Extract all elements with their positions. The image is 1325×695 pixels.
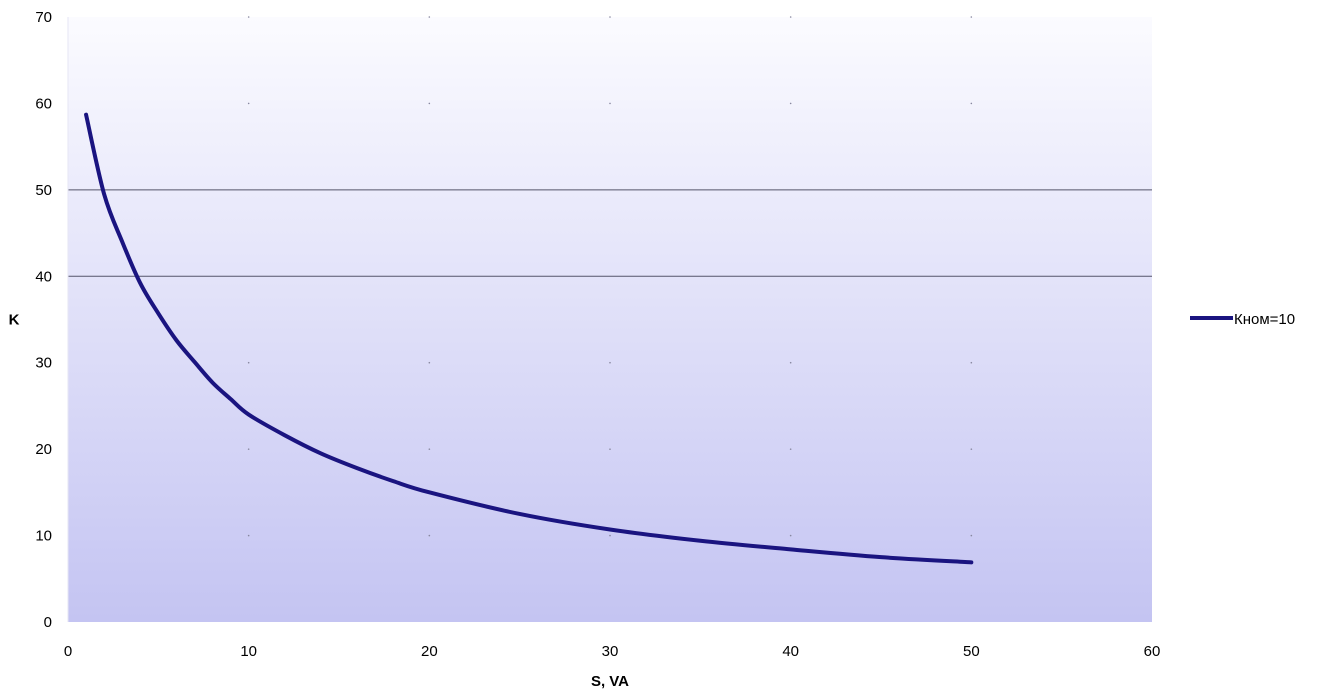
grid-dot [428,16,431,18]
grid-dot [609,102,611,105]
y-tick-label: 70 [35,9,52,26]
y-axis-ticks: 0 10 20 30 40 50 60 70 [35,9,52,631]
x-tick-label: 50 [963,643,980,660]
grid-dot [789,102,792,105]
grid-dot [970,16,973,18]
grid-dot [247,448,250,450]
grid-dot [789,448,792,450]
grid-dot [428,534,431,537]
x-axis-ticks: 0 10 20 30 40 50 60 [64,643,1161,660]
x-tick-label: 40 [782,643,799,660]
grid-dot [609,448,611,450]
grid-dot [609,534,611,537]
grid-dot [428,102,431,105]
y-tick-label: 10 [35,528,52,545]
grid-dot [247,16,250,18]
grid-dot [789,16,792,18]
grid-dot [789,361,792,364]
grid-dot [970,534,973,537]
grid-dot [428,361,431,364]
grid-dot [789,534,792,537]
y-tick-label: 30 [35,355,52,372]
grid-dot [970,448,973,450]
x-tick-label: 30 [602,643,619,660]
series-layer [84,112,974,565]
grid [67,16,1152,622]
y-axis-title: K [9,312,20,329]
grid-dot [428,448,431,450]
grid-dot [609,16,611,18]
grid-dot [247,102,250,105]
y-tick-label: 0 [44,614,52,631]
x-tick-label: 0 [64,643,72,660]
x-tick-label: 20 [421,643,438,660]
grid-dot [247,361,250,364]
y-tick-label: 60 [35,95,52,112]
x-axis-title: S, VA [591,673,629,690]
legend: Кном=10 [1190,311,1295,328]
x-tick-label: 60 [1144,643,1161,660]
legend-label: Кном=10 [1234,311,1295,328]
y-tick-label: 40 [35,268,52,285]
x-tick-label: 10 [240,643,257,660]
y-tick-label: 20 [35,441,52,458]
plot-area [68,17,1152,622]
series-line [84,112,974,565]
y-tick-label: 50 [35,182,52,199]
grid-dot [609,361,611,364]
grid-dot [970,102,973,105]
grid-dot [247,534,250,537]
grid-dot [970,361,973,364]
